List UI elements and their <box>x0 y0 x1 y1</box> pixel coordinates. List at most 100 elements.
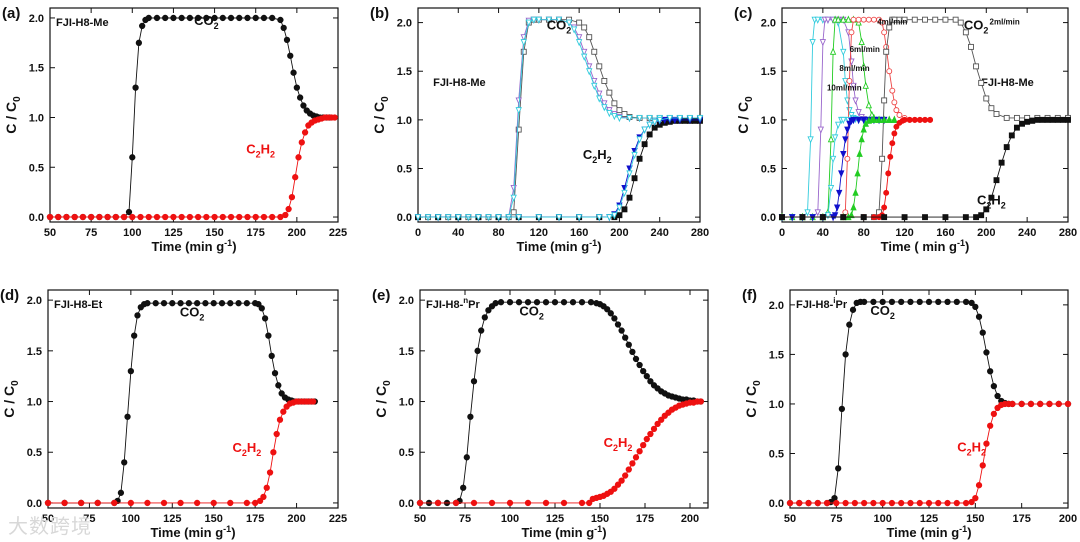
data-point <box>160 499 168 507</box>
data-point <box>261 315 269 322</box>
data-point <box>636 114 643 123</box>
data-point <box>972 494 979 502</box>
x-tick-label: 225 <box>329 227 347 239</box>
data-point <box>845 15 852 23</box>
data-point <box>901 16 908 23</box>
data-point <box>285 205 292 213</box>
x-tick-label: 225 <box>329 513 347 525</box>
data-point <box>510 185 517 193</box>
y-tick-label: 1.0 <box>29 112 44 124</box>
data-point <box>596 214 603 222</box>
y-axis-label: C / C0 <box>735 96 755 134</box>
data-point <box>586 68 593 76</box>
data-point <box>975 313 983 320</box>
data-point <box>488 499 496 507</box>
data-point <box>891 99 898 106</box>
data-point <box>1024 118 1031 125</box>
y-tick-label: 1.5 <box>399 346 414 358</box>
data-point <box>850 82 857 91</box>
x-tick-label: 125 <box>920 513 938 525</box>
data-point <box>891 130 898 137</box>
data-point <box>211 213 218 221</box>
chart-panel-b: 0 40 80 120 160 200 240 280 0.0 0.5 1.0 1.5 2.0 Time … <box>370 5 709 254</box>
x-tick-label: 100 <box>123 227 141 239</box>
data-point <box>282 211 289 219</box>
series-c2h2 <box>44 398 317 507</box>
data-point <box>944 298 951 306</box>
data-point <box>618 477 625 484</box>
series-line <box>418 117 700 218</box>
x-tick-label: 200 <box>681 513 699 525</box>
data-point <box>178 213 185 221</box>
data-point <box>255 301 262 308</box>
data-point <box>193 300 201 307</box>
data-point <box>827 185 835 193</box>
data-point <box>510 209 517 216</box>
data-point <box>280 24 287 32</box>
data-point <box>177 499 184 507</box>
data-point <box>283 36 291 44</box>
data-point <box>129 213 136 221</box>
data-point <box>71 213 78 221</box>
data-point <box>524 299 532 306</box>
data-point <box>611 212 618 220</box>
panel-label: (b) <box>370 5 389 22</box>
data-point <box>844 155 851 162</box>
data-point <box>55 213 62 221</box>
data-point <box>611 113 618 121</box>
data-point <box>178 14 185 22</box>
data-point <box>533 299 541 306</box>
data-point <box>809 39 816 47</box>
y-tick-label: 0.5 <box>27 447 42 459</box>
data-point <box>697 398 704 405</box>
y-tick-label: 1.0 <box>399 397 414 409</box>
x-tick-label: 280 <box>1059 227 1077 239</box>
data-point <box>922 16 928 23</box>
y-tick-label: 0.5 <box>761 164 776 176</box>
data-point <box>1003 114 1010 121</box>
data-point <box>625 466 632 473</box>
data-point <box>916 116 923 123</box>
data-point <box>978 212 985 219</box>
data-point <box>889 140 896 147</box>
data-point <box>629 348 636 356</box>
data-point <box>219 213 226 221</box>
data-point <box>975 482 983 489</box>
series-annotation: CO2 <box>180 304 205 322</box>
data-point <box>796 499 803 507</box>
data-point <box>855 16 862 23</box>
data-point <box>990 410 998 418</box>
data-point <box>292 174 299 181</box>
data-point <box>887 153 894 160</box>
flow-rate-label: 8ml/min <box>839 64 869 73</box>
data-point <box>850 203 857 211</box>
data-point <box>1037 400 1044 408</box>
data-point <box>860 125 867 133</box>
data-point <box>542 299 550 306</box>
data-point <box>842 136 849 144</box>
data-point <box>607 310 614 317</box>
data-point <box>497 299 505 306</box>
data-point <box>218 300 226 307</box>
data-point <box>636 136 643 144</box>
data-point <box>901 214 908 221</box>
data-point <box>227 300 234 307</box>
data-point <box>1009 400 1016 408</box>
data-point <box>942 214 949 221</box>
data-point <box>858 37 865 45</box>
data-point <box>979 329 986 336</box>
series-line <box>48 302 315 504</box>
data-point <box>640 367 647 375</box>
data-point <box>587 299 595 306</box>
x-tick-label: 0 <box>779 227 785 239</box>
data-point <box>293 84 301 91</box>
data-point <box>193 499 201 507</box>
data-point <box>79 213 87 221</box>
data-point <box>243 499 251 507</box>
data-point <box>646 121 653 129</box>
series-co2 <box>44 300 318 507</box>
data-point <box>862 81 869 89</box>
data-point <box>962 298 970 306</box>
data-point <box>506 299 514 306</box>
x-tick-label: 280 <box>691 227 709 239</box>
